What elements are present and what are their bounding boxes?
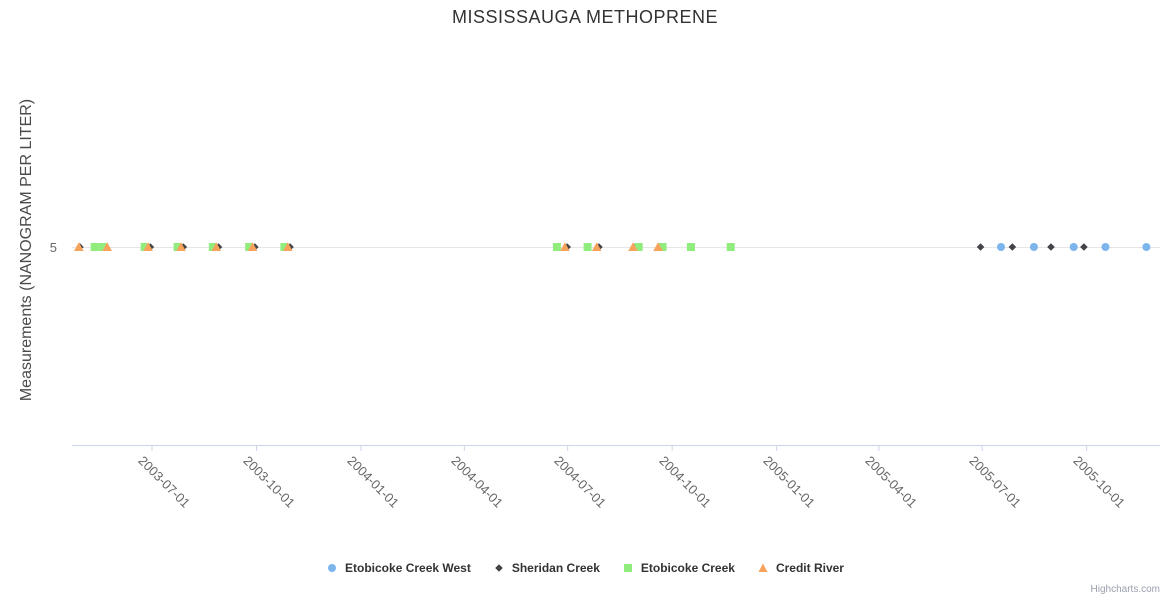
point-credit-river[interactable] (102, 242, 113, 251)
diamond-icon (495, 564, 503, 572)
legend-item-etobicoke-creek-west[interactable]: Etobicoke Creek West (326, 561, 471, 575)
point-etobicoke-creek[interactable] (552, 243, 561, 251)
point-etobicoke-creek-west[interactable] (997, 243, 1006, 251)
point-credit-river[interactable] (143, 242, 153, 251)
legend-label: Credit River (775, 561, 844, 575)
triangle-icon (758, 563, 768, 572)
point-etobicoke-creek[interactable] (98, 243, 107, 251)
point-etobicoke-creek-west[interactable] (1101, 243, 1110, 251)
point-credit-river[interactable] (176, 242, 186, 251)
point-credit-river[interactable] (247, 242, 258, 251)
point-etobicoke-creek[interactable] (583, 243, 592, 251)
point-etobicoke-creek-west[interactable] (1142, 243, 1151, 251)
point-credit-river[interactable] (591, 242, 602, 251)
point-sheridan-creek[interactable] (1008, 243, 1017, 251)
point-etobicoke-creek[interactable] (686, 243, 695, 251)
point-sheridan-creek[interactable] (1047, 243, 1055, 251)
point-credit-river[interactable] (211, 242, 222, 251)
legend: Etobicoke Creek West Sheridan Creek Etobic… (0, 561, 1170, 575)
chart-title: MISSISSAUGA METHOPRENE (451, 7, 719, 27)
legend-label: Etobicoke Creek West (345, 561, 471, 575)
highcharts-credit[interactable]: Highcharts.com (1090, 584, 1160, 595)
circle-icon (328, 564, 337, 572)
point-etobicoke-creek[interactable] (173, 243, 182, 251)
point-credit-river[interactable] (282, 242, 293, 251)
legend-item-etobicoke-creek[interactable]: Etobicoke Creek (622, 561, 735, 575)
y-axis-tick-label: 5 (49, 240, 57, 255)
point-etobicoke-creek[interactable] (280, 243, 289, 251)
point-credit-river[interactable] (560, 242, 570, 251)
point-etobicoke-creek[interactable] (634, 243, 643, 251)
point-credit-river[interactable] (653, 242, 663, 251)
point-sheridan-creek[interactable] (976, 243, 985, 251)
point-etobicoke-creek[interactable] (208, 243, 217, 251)
square-icon (623, 564, 632, 572)
point-etobicoke-creek[interactable] (726, 243, 735, 251)
point-etobicoke-creek[interactable] (658, 243, 667, 251)
legend-item-credit-river[interactable]: Credit River (757, 561, 844, 575)
point-etobicoke-creek[interactable] (245, 243, 254, 251)
point-sheridan-creek[interactable] (1080, 243, 1088, 251)
point-etobicoke-creek[interactable] (140, 243, 149, 251)
point-etobicoke-creek[interactable] (90, 243, 99, 251)
point-credit-river[interactable] (628, 242, 638, 251)
point-credit-river[interactable] (74, 242, 84, 251)
legend-item-sheridan-creek[interactable]: Sheridan Creek (493, 561, 600, 575)
legend-label: Sheridan Creek (511, 561, 600, 575)
legend-label: Etobicoke Creek (640, 561, 735, 575)
point-etobicoke-creek-west[interactable] (1029, 243, 1038, 251)
point-etobicoke-creek-west[interactable] (1069, 243, 1078, 251)
